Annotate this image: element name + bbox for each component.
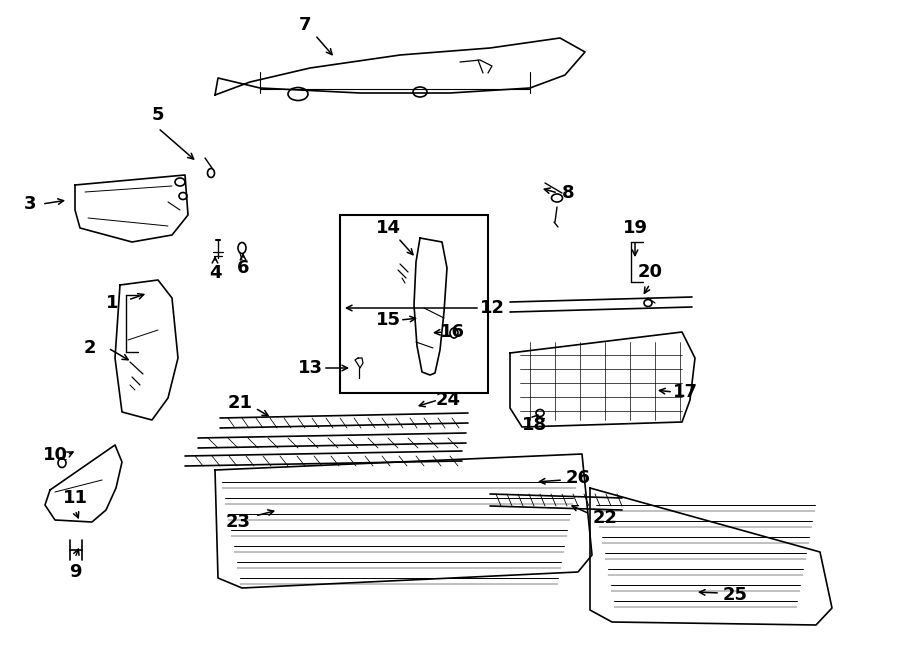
- Text: 8: 8: [562, 184, 574, 202]
- Text: 21: 21: [228, 394, 253, 412]
- Text: 26: 26: [565, 469, 590, 487]
- Text: 4: 4: [209, 264, 221, 282]
- Bar: [340, 215, 488, 393]
- Text: 12: 12: [480, 299, 505, 317]
- Text: 6: 6: [237, 259, 249, 277]
- Text: 11: 11: [62, 489, 87, 507]
- Text: 19: 19: [623, 219, 647, 237]
- Text: 9: 9: [68, 563, 81, 581]
- Text: 5: 5: [152, 106, 164, 124]
- Text: 3: 3: [23, 195, 36, 213]
- Text: 15: 15: [375, 311, 401, 329]
- Text: 23: 23: [226, 513, 250, 531]
- Text: 7: 7: [299, 16, 311, 34]
- Text: 17: 17: [672, 383, 698, 401]
- Text: 24: 24: [436, 391, 461, 409]
- Text: 18: 18: [522, 416, 547, 434]
- Text: 14: 14: [375, 219, 401, 237]
- Text: 1: 1: [106, 294, 118, 312]
- Text: 2: 2: [84, 339, 96, 357]
- Text: 16: 16: [439, 323, 464, 341]
- Text: 20: 20: [637, 263, 662, 281]
- Text: 25: 25: [723, 586, 748, 604]
- Text: 10: 10: [42, 446, 68, 464]
- Text: 13: 13: [298, 359, 322, 377]
- Text: 22: 22: [592, 509, 617, 527]
